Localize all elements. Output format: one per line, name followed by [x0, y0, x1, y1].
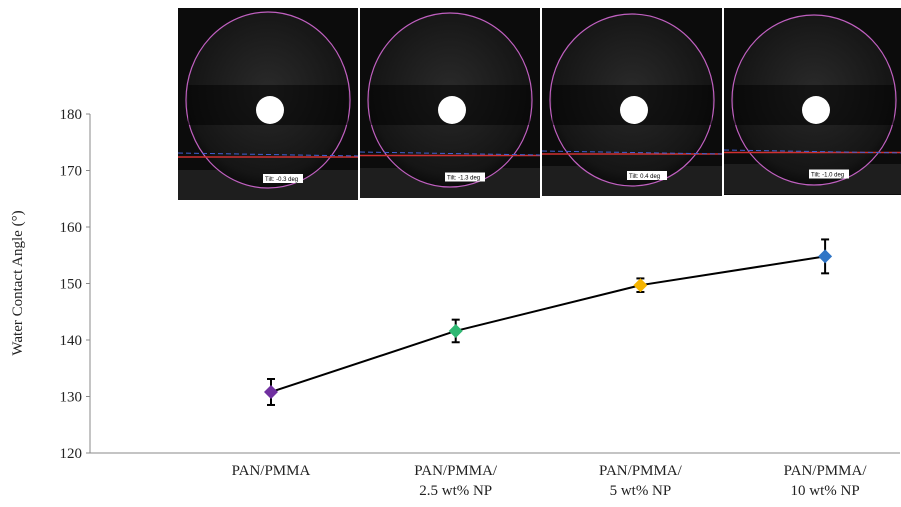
baseline2	[541, 150, 723, 155]
point	[818, 249, 833, 264]
baseline2	[723, 149, 901, 154]
baseline2	[177, 152, 359, 157]
tilt-label: Tilt: -1.0 deg	[811, 173, 844, 179]
tilt-label: Tilt: 0.4 deg	[629, 174, 660, 180]
tilt-label: Tilt: -0.3 deg	[265, 177, 298, 183]
point	[448, 323, 463, 338]
tilt-box	[445, 172, 485, 182]
highlight	[620, 96, 648, 124]
tilt-box	[809, 169, 849, 179]
y-tick-label: 130	[60, 390, 83, 406]
point	[633, 278, 648, 293]
y-tick-label: 120	[60, 446, 83, 462]
tilt-box	[263, 174, 303, 183]
highlight	[802, 96, 830, 124]
tilt-box	[627, 171, 667, 180]
y-tick-label: 170	[60, 164, 83, 180]
x-tick-label: PAN/PMMA/10 wt% NP	[784, 463, 868, 499]
x-tick-label: PAN/PMMA	[232, 463, 311, 479]
droplet-image: Tilt: -0.3 deg	[177, 8, 359, 200]
series-line	[270, 255, 826, 393]
highlight	[256, 96, 284, 124]
point	[264, 384, 278, 399]
droplet-image: Tilt: -1.3 deg	[359, 8, 541, 198]
droplet-image: Tilt: 0.4 deg	[541, 8, 723, 196]
droplet-images: Tilt: -0.3 deg Tilt: -1.3 deg Tilt: 0.4 de…	[177, 8, 901, 200]
y-axis-label: Water Contact Angle (°)	[10, 210, 26, 355]
y-tick-label: 180	[60, 107, 83, 123]
x-tick-label: PAN/PMMA/2.5 wt% NP	[414, 463, 498, 499]
y-tick-label: 160	[60, 220, 83, 236]
tilt-label: Tilt: -1.3 deg	[447, 176, 480, 182]
droplet-image: Tilt: -1.0 deg	[723, 8, 901, 195]
highlight	[438, 96, 466, 124]
x-tick-label: PAN/PMMA/5 wt% NP	[599, 463, 683, 499]
y-tick-label: 140	[60, 333, 83, 349]
baseline2	[359, 151, 541, 156]
y-tick-label: 150	[60, 277, 83, 293]
